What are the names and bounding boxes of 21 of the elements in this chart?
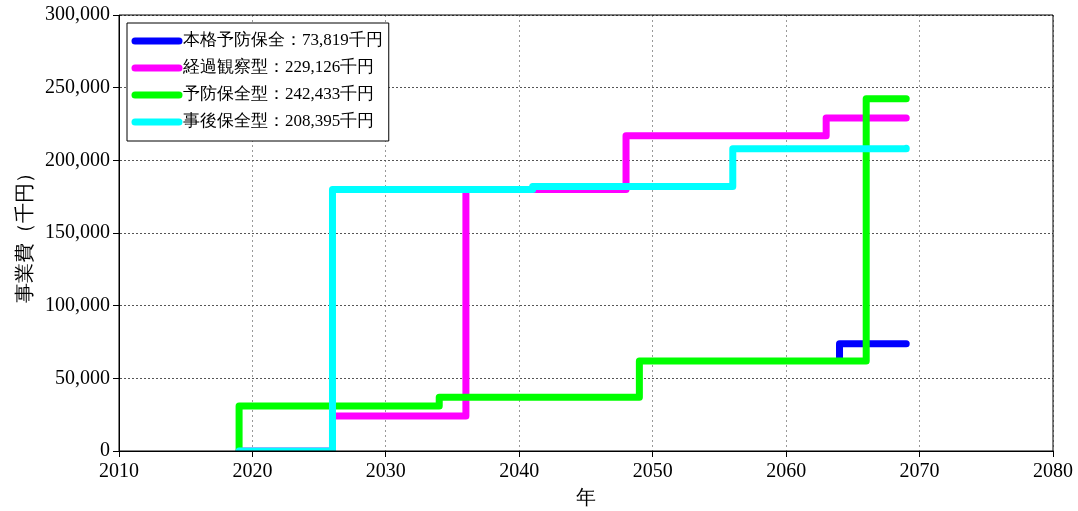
legend-label: 予防保全型：242,433千円 xyxy=(183,84,375,104)
x-tick-label: 2060 xyxy=(766,459,807,482)
x-tick-label: 2020 xyxy=(232,459,273,482)
x-tick-label: 2040 xyxy=(499,459,540,482)
x-tick-label: 2050 xyxy=(632,459,673,482)
y-axis-title: 事業費（千円） xyxy=(13,163,36,303)
x-axis-title: 年 xyxy=(576,486,596,509)
x-tick-label: 2030 xyxy=(365,459,406,482)
x-tick-label: 2080 xyxy=(1033,459,1073,482)
legend-label: 経過観察型：229,126千円 xyxy=(182,57,375,77)
y-tick-label: 50,000 xyxy=(55,365,110,388)
y-tick-label: 200,000 xyxy=(45,147,110,170)
legend-label: 事後保全型：208,395千円 xyxy=(183,111,375,131)
legend-label: 本格予防保全：73,819千円 xyxy=(183,30,383,50)
y-tick-label: 150,000 xyxy=(45,220,110,243)
x-tick-label: 2010 xyxy=(99,459,139,482)
y-tick-label: 0 xyxy=(100,438,110,461)
y-tick-label: 250,000 xyxy=(45,74,110,97)
x-tick-label: 2070 xyxy=(899,459,940,482)
y-tick-label: 300,000 xyxy=(45,2,110,25)
y-tick-label: 100,000 xyxy=(45,292,110,315)
